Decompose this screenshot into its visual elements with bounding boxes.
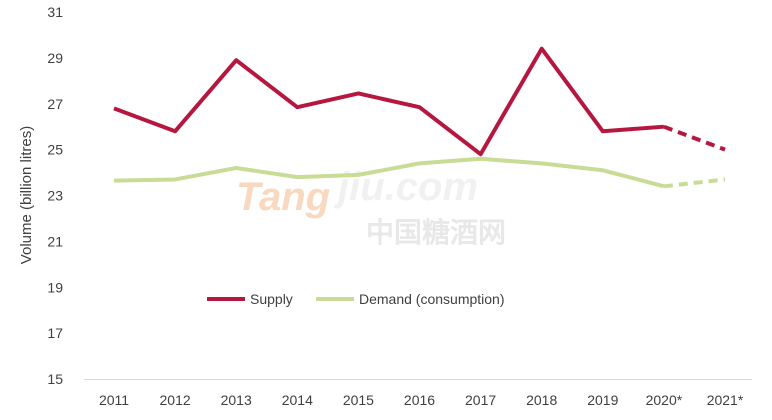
- y-tick-label-25: 25: [47, 142, 63, 158]
- x-tick-label-2018: 2018: [526, 392, 557, 408]
- legend-label-supply: Supply: [250, 291, 293, 307]
- y-tick-label-31: 31: [47, 4, 63, 20]
- y-tick-label-27: 27: [47, 96, 63, 112]
- watermark-logo: Tang jiu.com 中国糖酒网: [236, 165, 506, 249]
- y-tick-label-21: 21: [47, 233, 63, 249]
- watermark-jiu-com: jiu.com: [333, 165, 478, 209]
- x-tick-label-2020: 2020*: [646, 392, 683, 408]
- y-tick-label-19: 19: [47, 279, 63, 295]
- series-line-demand-consumption: [113, 156, 665, 189]
- series-forecast-line-demand-consumption: [663, 177, 726, 189]
- legend-label-demand: Demand (consumption): [359, 291, 505, 307]
- y-tick-label-17: 17: [47, 325, 63, 341]
- x-tick-label-2019: 2019: [587, 392, 618, 408]
- watermark-cjk: 中国糖酒网: [366, 216, 506, 249]
- y-tick-label-15: 15: [47, 371, 63, 387]
- y-tick-label-23: 23: [47, 188, 63, 204]
- x-tick-label-2013: 2013: [221, 392, 252, 408]
- x-tick-label-2021: 2021*: [707, 392, 744, 408]
- y-tick-label-29: 29: [47, 50, 63, 66]
- series-layer: [113, 46, 726, 189]
- x-axis-ticks: 2011 2012 2013 2014 2015 2016 2017 2018 2019 2020…: [99, 392, 744, 408]
- y-axis-ticks: 15 17 19 21 23 25 27 29 31: [47, 4, 63, 387]
- x-tick-label-2012: 2012: [160, 392, 191, 408]
- x-tick-label-2016: 2016: [404, 392, 435, 408]
- watermark-tang: Tang: [236, 175, 330, 219]
- series-line-supply: [113, 46, 665, 157]
- x-tick-label-2015: 2015: [343, 392, 374, 408]
- x-tick-label-2014: 2014: [282, 392, 313, 408]
- x-tick-label-2017: 2017: [465, 392, 496, 408]
- legend: Supply Demand (consumption): [207, 291, 505, 307]
- y-axis-label: Volume (billion litres): [18, 126, 35, 264]
- series-forecast-line-supply: [663, 124, 726, 152]
- x-tick-label-2011: 2011: [99, 392, 129, 408]
